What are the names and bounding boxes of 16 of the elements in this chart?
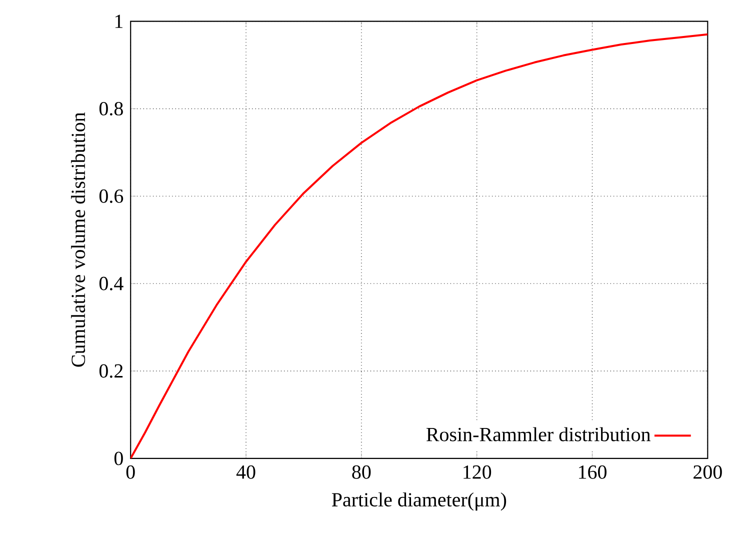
x-tick-label: 200: [694, 465, 722, 479]
y-tick-label: 0.8: [99, 102, 123, 116]
x-tick-label: 160: [579, 465, 606, 479]
y-tick-label: 0.6: [99, 189, 124, 203]
y-tick-label: 0: [114, 452, 123, 466]
x-tick-label: 40: [236, 465, 256, 479]
x-tick-label: 120: [464, 465, 492, 479]
y-tick-label: 0.4: [99, 276, 124, 290]
y-axis-title: Cumulative volume distribution: [71, 112, 86, 367]
line-series: [130, 33, 708, 458]
x-axis-title: Particle diameter(μm): [332, 492, 506, 511]
y-tick-label: 0.2: [99, 364, 123, 378]
legend-label: Rosin-Rammler distribution: [426, 427, 650, 442]
x-tick-label: 80: [352, 465, 371, 479]
y-tick-label: 1: [115, 14, 122, 28]
x-tick-label: 0: [126, 465, 135, 479]
